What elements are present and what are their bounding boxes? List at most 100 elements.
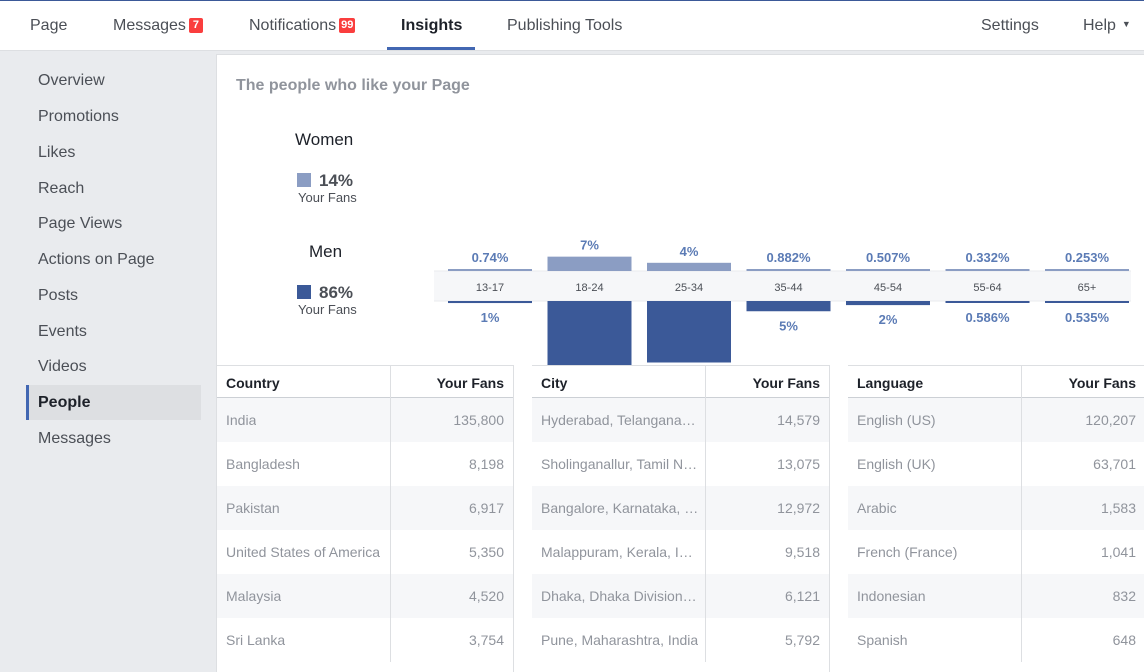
country-table-header: Country Your Fans: [217, 365, 513, 398]
age-tick-label: 13-17: [476, 282, 504, 294]
language-fans-cell: 120,207: [1085, 412, 1136, 428]
tab-settings[interactable]: Settings: [981, 17, 1039, 35]
men-label: Men: [309, 242, 343, 261]
women-bar: [1045, 269, 1129, 271]
country-name-cell: Sri Lanka: [226, 632, 286, 648]
city-fans-cell: 5,792: [784, 632, 820, 648]
city-rows: Hyderabad, Telangana, India 14,579 Sholing…: [532, 398, 829, 662]
city-fans-column-header[interactable]: Your Fans: [752, 375, 820, 391]
language-name-cell: French (France): [857, 544, 958, 560]
men-bar: [547, 301, 632, 365]
sidebar-item-posts[interactable]: Posts: [38, 287, 79, 304]
sidebar-item-page-views[interactable]: Page Views: [38, 215, 123, 232]
women-bar: [846, 269, 930, 271]
men-bar: [846, 301, 930, 306]
city-fans-cell: 9,518: [784, 544, 820, 560]
sidebar-item-promotions[interactable]: Promotions: [38, 108, 119, 125]
tab-messages[interactable]: Messages 7: [113, 17, 203, 35]
language-fans-cell: 648: [1112, 632, 1136, 648]
women-sub: Your Fans: [298, 190, 357, 205]
table-row: India 135,800: [217, 398, 513, 442]
column-divider: [390, 530, 391, 574]
sidebar-item-actions-on-page[interactable]: Actions on Page: [38, 251, 155, 268]
city-fans-cell: 13,075: [777, 456, 820, 472]
age-tick-label: 25-34: [675, 282, 703, 294]
country-name-cell: United States of America: [226, 544, 381, 560]
country-table: Country Your Fans India 135,800 Bangladesh…: [217, 365, 514, 672]
caret-down-icon: ▼: [1121, 19, 1131, 29]
city-name-cell: Bangalore, Karnataka, India: [541, 500, 699, 516]
language-fans-column-header[interactable]: Your Fans: [1068, 375, 1136, 391]
table-row: Spanish 648: [848, 618, 1144, 662]
column-divider: [1021, 486, 1022, 530]
language-fans-cell: 63,701: [1093, 456, 1136, 472]
women-bar: [746, 269, 831, 271]
city-fans-cell: 12,972: [777, 500, 820, 516]
sidebar-item-overview[interactable]: Overview: [38, 72, 105, 89]
column-divider: [1021, 618, 1022, 662]
table-row: Sholinganallur, Tamil Nadu, India 13,075: [532, 442, 829, 486]
table-row: French (France) 1,041: [848, 530, 1144, 574]
tab-insights[interactable]: Insights: [401, 17, 462, 35]
tab-publishing-tools[interactable]: Publishing Tools: [507, 17, 622, 35]
age-band: [434, 271, 1131, 301]
men-bar-label: 0.535%: [1065, 310, 1110, 325]
men-bar-label: 0.586%: [965, 310, 1010, 325]
language-table: Language Your Fans English (US) 120,207 En…: [848, 365, 1144, 672]
sidebar-item-events[interactable]: Events: [38, 323, 87, 340]
country-fans-cell: 4,520: [468, 588, 504, 604]
tab-help-label: Help: [1083, 17, 1116, 34]
country-column-header[interactable]: Country: [226, 375, 280, 391]
column-divider: [390, 574, 391, 618]
women-swatch: [297, 173, 311, 187]
sidebar-item-likes[interactable]: Likes: [38, 144, 76, 161]
city-column-header[interactable]: City: [541, 375, 568, 391]
age-gender-chart: 0.74%1%13-177%46%18-244%30%25-340.882%5%…: [434, 238, 1131, 365]
country-fans-column-header[interactable]: Your Fans: [436, 375, 504, 391]
language-name-cell: English (US): [857, 412, 936, 428]
sidebar-item-messages[interactable]: Messages: [38, 430, 111, 447]
tab-notifications[interactable]: Notifications 99: [249, 17, 356, 35]
men-percent: 86%: [297, 283, 353, 303]
column-divider: [705, 618, 706, 662]
sidebar-item-people[interactable]: People: [26, 385, 201, 420]
column-divider: [390, 366, 391, 398]
top-nav: Page Messages 7 Notifications 99 Insights …: [0, 0, 1144, 51]
column-divider: [705, 530, 706, 574]
table-row: Bangladesh 8,198: [217, 442, 513, 486]
table-row: Bangalore, Karnataka, India 12,972: [532, 486, 829, 530]
column-divider: [705, 398, 706, 442]
table-row: English (UK) 63,701: [848, 442, 1144, 486]
men-bar: [448, 301, 532, 304]
city-fans-cell: 6,121: [784, 588, 820, 604]
language-fans-cell: 832: [1112, 588, 1136, 604]
language-name-cell: Arabic: [857, 500, 897, 516]
messages-badge: 7: [188, 18, 203, 33]
women-label: Women: [295, 130, 354, 149]
women-bar-label: 0.332%: [965, 250, 1010, 265]
country-name-cell: Pakistan: [226, 500, 280, 516]
active-tab-indicator: [387, 47, 475, 50]
tab-settings-label: Settings: [981, 17, 1039, 34]
women-bar-label: 4%: [680, 244, 699, 259]
language-rows: English (US) 120,207 English (UK) 63,701 Ara…: [848, 398, 1144, 662]
women-bar-label: 0.253%: [1065, 250, 1110, 265]
column-divider: [390, 398, 391, 442]
city-table-header: City Your Fans: [532, 365, 829, 398]
language-fans-cell: 1,583: [1100, 500, 1136, 516]
tab-help[interactable]: Help ▼: [1083, 17, 1131, 35]
women-bar: [647, 262, 731, 271]
men-bar-label: 5%: [779, 318, 798, 333]
tab-page[interactable]: Page: [30, 17, 67, 35]
table-row: Dhaka, Dhaka Division, Bangladesh 6,121: [532, 574, 829, 618]
women-percent: 14%: [297, 171, 353, 191]
tab-notifications-label: Notifications: [249, 17, 337, 34]
sidebar-item-videos[interactable]: Videos: [38, 358, 87, 375]
column-divider: [705, 574, 706, 618]
men-bar: [1045, 301, 1129, 303]
table-row: Sri Lanka 3,754: [217, 618, 513, 662]
city-name-cell: Malappuram, Kerala, India: [541, 544, 699, 560]
sidebar-item-reach[interactable]: Reach: [38, 180, 85, 197]
table-row: United States of America 5,350: [217, 530, 513, 574]
language-column-header[interactable]: Language: [857, 375, 924, 391]
